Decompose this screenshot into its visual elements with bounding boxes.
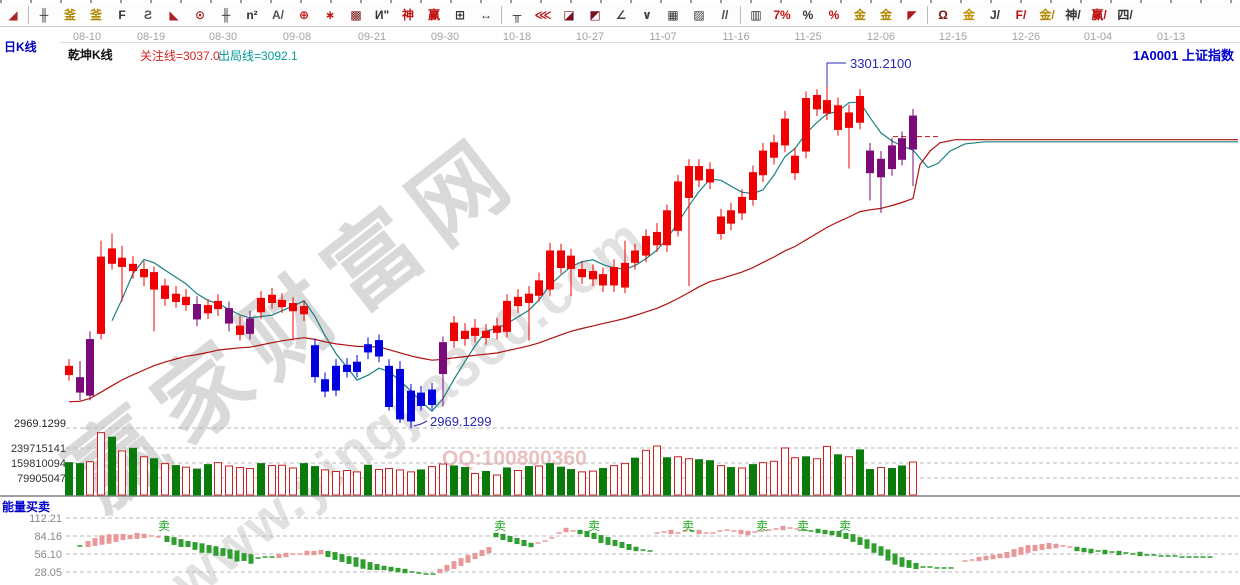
- box-fan-icon[interactable]: ◩: [589, 7, 601, 22]
- date-tick: 12-26: [1011, 31, 1041, 43]
- indicator-axis-label: 84.16: [34, 531, 62, 543]
- toolbar-divider: [927, 5, 928, 24]
- sell-signal: 卖: [158, 519, 170, 533]
- date-tick: 09-21: [357, 31, 387, 43]
- four-slope-icon[interactable]: 四/: [1117, 8, 1133, 22]
- line-grid-icon[interactable]: ╫: [39, 7, 49, 22]
- zigzag-icon[interactable]: И": [374, 7, 390, 22]
- compass-icon[interactable]: ⊙: [194, 7, 206, 22]
- indicator-axis-label: 28.05: [34, 567, 62, 579]
- sell-signal: 卖: [588, 519, 600, 533]
- exit-line-value: 出局线=3092.1: [218, 49, 298, 63]
- date-tick: 11-07: [649, 31, 677, 43]
- sell-signal: 卖: [839, 519, 851, 533]
- gold-pot2-icon[interactable]: 釜: [89, 8, 102, 22]
- gold2-slope-icon[interactable]: 金/: [1039, 8, 1055, 22]
- fan-lines-icon[interactable]: ⋘: [534, 7, 552, 22]
- v-lines-icon[interactable]: ∨: [642, 7, 652, 22]
- sell-signal: 卖: [682, 519, 694, 533]
- grid-123-icon[interactable]: ⊞: [454, 7, 466, 22]
- win-icon[interactable]: 赢: [427, 8, 440, 22]
- date-tick: 08-10: [72, 31, 102, 43]
- f-slope-icon[interactable]: F/: [1015, 7, 1027, 22]
- date-tick: 01-13: [1156, 31, 1186, 43]
- gold-coin-icon[interactable]: 金: [853, 8, 866, 22]
- date-tick: 11-25: [794, 31, 822, 43]
- date-tick: 10-27: [575, 31, 605, 43]
- win-slope-icon[interactable]: 赢/: [1091, 8, 1107, 22]
- volume-axis-label: 79905047: [17, 473, 66, 485]
- period-label[interactable]: 日K线: [4, 40, 37, 54]
- sell-signal: 卖: [797, 519, 809, 533]
- grid-box-icon[interactable]: ▨: [693, 7, 705, 22]
- hatch-icon[interactable]: //: [721, 7, 729, 22]
- drawing-toolbar: ◢ ╫ 釜釜 F Ƨ ◣ ⊙ ╫ n² A/⊕ ∗ ▩ И" 神赢 ⊞ ↔ ╥ ⋘ ◪ ◩ ∠ ∨ ▦ ▨//▥ 7%%% 金金 ◤…: [0, 3, 1240, 27]
- date-tick: 11-16: [722, 31, 750, 43]
- volume-axis-label: 159810094: [11, 458, 66, 470]
- pane-separator: [0, 495, 1240, 497]
- shen-slope-icon[interactable]: 神/: [1065, 8, 1081, 22]
- percent-icon[interactable]: %: [802, 7, 814, 22]
- indicator-name: 乾坤K线: [68, 48, 113, 62]
- date-tick: 12-15: [938, 31, 968, 43]
- toolbar-divider: [28, 5, 29, 24]
- sub-panel-title[interactable]: 能量买卖: [2, 500, 51, 514]
- sell-signal: 卖: [756, 519, 768, 533]
- symbol-name[interactable]: 1A0001 上证指数: [1132, 48, 1234, 63]
- volume-axis-label: 239715141: [11, 443, 66, 455]
- gold-pot-icon[interactable]: 釜: [63, 8, 76, 22]
- n2-icon[interactable]: n²: [246, 7, 258, 22]
- target-icon[interactable]: ⊕: [298, 7, 310, 22]
- percent-under-icon[interactable]: %: [828, 7, 840, 22]
- attention-line-value: 关注线=3037.0: [140, 49, 220, 63]
- star-web-icon[interactable]: ∗: [324, 7, 336, 22]
- date-tick: 09-30: [430, 31, 460, 43]
- tally-grid-icon[interactable]: ╫: [221, 7, 231, 22]
- fan-box-icon[interactable]: ◪: [563, 7, 575, 22]
- low-annotation: 2969.1299: [430, 414, 491, 429]
- percent-line-icon[interactable]: 7%: [773, 7, 791, 22]
- j-slope-icon[interactable]: J/: [989, 7, 1000, 22]
- spiral-icon[interactable]: Ƨ: [143, 7, 152, 22]
- date-tick: 01-04: [1083, 31, 1113, 43]
- shen-icon[interactable]: 神: [401, 8, 414, 22]
- gold-under-icon[interactable]: 金: [879, 8, 892, 22]
- date-tick: 10-18: [502, 31, 532, 43]
- draw-brush-icon[interactable]: ◢: [8, 7, 18, 22]
- toolbar-divider: [501, 5, 502, 24]
- price-axis-label: 2969.1299: [14, 418, 66, 430]
- a-slash-icon[interactable]: A/: [272, 7, 284, 22]
- sell-signal: 卖: [494, 519, 506, 533]
- width-icon[interactable]: ↔: [480, 7, 492, 22]
- date-tick: 08-30: [208, 31, 238, 43]
- f-grid-icon[interactable]: F: [118, 7, 126, 22]
- header-separator: [60, 42, 1240, 43]
- date-tick: 09-08: [282, 31, 312, 43]
- indicator-axis-label: 56.10: [34, 549, 62, 561]
- bars-icon[interactable]: ▥: [750, 7, 762, 22]
- grid-dark-icon[interactable]: ▦: [667, 7, 679, 22]
- flag-brush-icon[interactable]: ◤: [907, 7, 917, 22]
- high-annotation: 3301.2100: [850, 56, 911, 71]
- brush2-icon[interactable]: ◣: [169, 7, 179, 22]
- angle-lines-icon[interactable]: ∠: [615, 7, 627, 22]
- web-box-icon[interactable]: ▩: [350, 7, 362, 22]
- anchor-icon[interactable]: ╥: [512, 7, 522, 22]
- bull-icon[interactable]: Ω: [938, 7, 948, 22]
- gold-slope-icon[interactable]: 金: [962, 8, 975, 22]
- indicator-axis-label: 112.21: [29, 513, 62, 525]
- toolbar-divider: [740, 5, 741, 24]
- date-tick: 12-06: [866, 31, 896, 43]
- clipped-upper-toolbar: [0, 0, 1240, 3]
- date-tick: 08-19: [136, 31, 166, 43]
